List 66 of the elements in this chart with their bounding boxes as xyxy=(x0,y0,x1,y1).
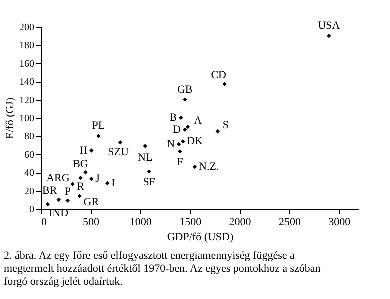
x-axis-title: GDP/fő (USD) xyxy=(167,232,234,244)
annotation: PL xyxy=(92,120,106,132)
annotation: GB xyxy=(177,84,193,96)
x-tick-label: 2000 xyxy=(229,216,252,228)
point xyxy=(186,124,190,130)
annotation: B xyxy=(170,112,178,124)
y-tick-label: 120 xyxy=(20,95,34,106)
annotation: F xyxy=(177,156,184,169)
x-tick-label: 0 xyxy=(42,216,48,228)
point xyxy=(66,198,70,203)
annotation: A xyxy=(194,115,202,128)
point xyxy=(327,34,332,38)
annotation: ARG xyxy=(46,172,70,184)
annotation: BG xyxy=(73,158,88,171)
x-tick-label: 1000 xyxy=(130,216,152,228)
point xyxy=(143,144,148,148)
annotation: GR xyxy=(84,196,100,208)
y-tick-label: 0 xyxy=(30,204,34,216)
annotation: SF xyxy=(143,176,156,189)
annotation: SZU xyxy=(108,146,129,159)
annotation: H xyxy=(80,144,88,157)
point xyxy=(46,202,50,207)
point xyxy=(147,170,152,174)
y-tick-label: 60 xyxy=(24,150,34,161)
x-tick-label: 3000 xyxy=(328,216,352,228)
point xyxy=(177,142,182,147)
annotation: NL xyxy=(138,152,153,164)
x-tick-label: 2500 xyxy=(278,216,302,228)
point xyxy=(192,165,198,170)
y-tick-label: 20 xyxy=(24,186,34,198)
annotation: USA xyxy=(318,20,340,32)
point xyxy=(78,194,82,198)
x-tick-label: 500 xyxy=(82,216,100,228)
annotation: BR xyxy=(42,184,58,197)
y-tick-label: 100 xyxy=(20,114,34,124)
annotation: P xyxy=(64,186,71,198)
annotation: DK xyxy=(187,136,204,148)
x-tick-label: 1500 xyxy=(180,216,202,228)
point xyxy=(90,148,94,153)
point xyxy=(182,128,188,132)
annotation: N.Z. xyxy=(199,161,220,174)
annotation: I xyxy=(112,178,116,190)
point xyxy=(222,82,227,86)
annotation: N xyxy=(167,138,176,150)
text: 2. ábra. Az egy főre eső elfogyasztott energiamennyiség függése a megtermelt hozzáadott értéktől 1970-ben. Az egyes pontokhoz a szóban forgó ország jelét odaírtuk. xyxy=(4,250,322,288)
y-tick-label: 80 xyxy=(24,132,34,143)
point xyxy=(179,116,184,120)
annotation: J xyxy=(96,172,101,185)
annotation: D xyxy=(173,124,182,136)
point xyxy=(96,134,101,138)
y-tick-label: 200 xyxy=(20,22,34,34)
y-tick-label: 40 xyxy=(24,168,34,180)
y-tick-label: 180 xyxy=(20,40,34,52)
y-axis-title: E/fő (GJ) xyxy=(4,98,16,140)
y-tick-label: 140 xyxy=(20,77,34,88)
point xyxy=(182,98,188,102)
point xyxy=(118,140,123,145)
point xyxy=(105,181,110,186)
annotation: S xyxy=(222,120,230,132)
point xyxy=(216,130,220,134)
point xyxy=(56,198,62,202)
point xyxy=(178,150,182,154)
y-tick-label: 160 xyxy=(20,58,34,70)
annotation: CD xyxy=(211,69,227,82)
point xyxy=(180,140,186,144)
annotation: R xyxy=(77,181,86,194)
